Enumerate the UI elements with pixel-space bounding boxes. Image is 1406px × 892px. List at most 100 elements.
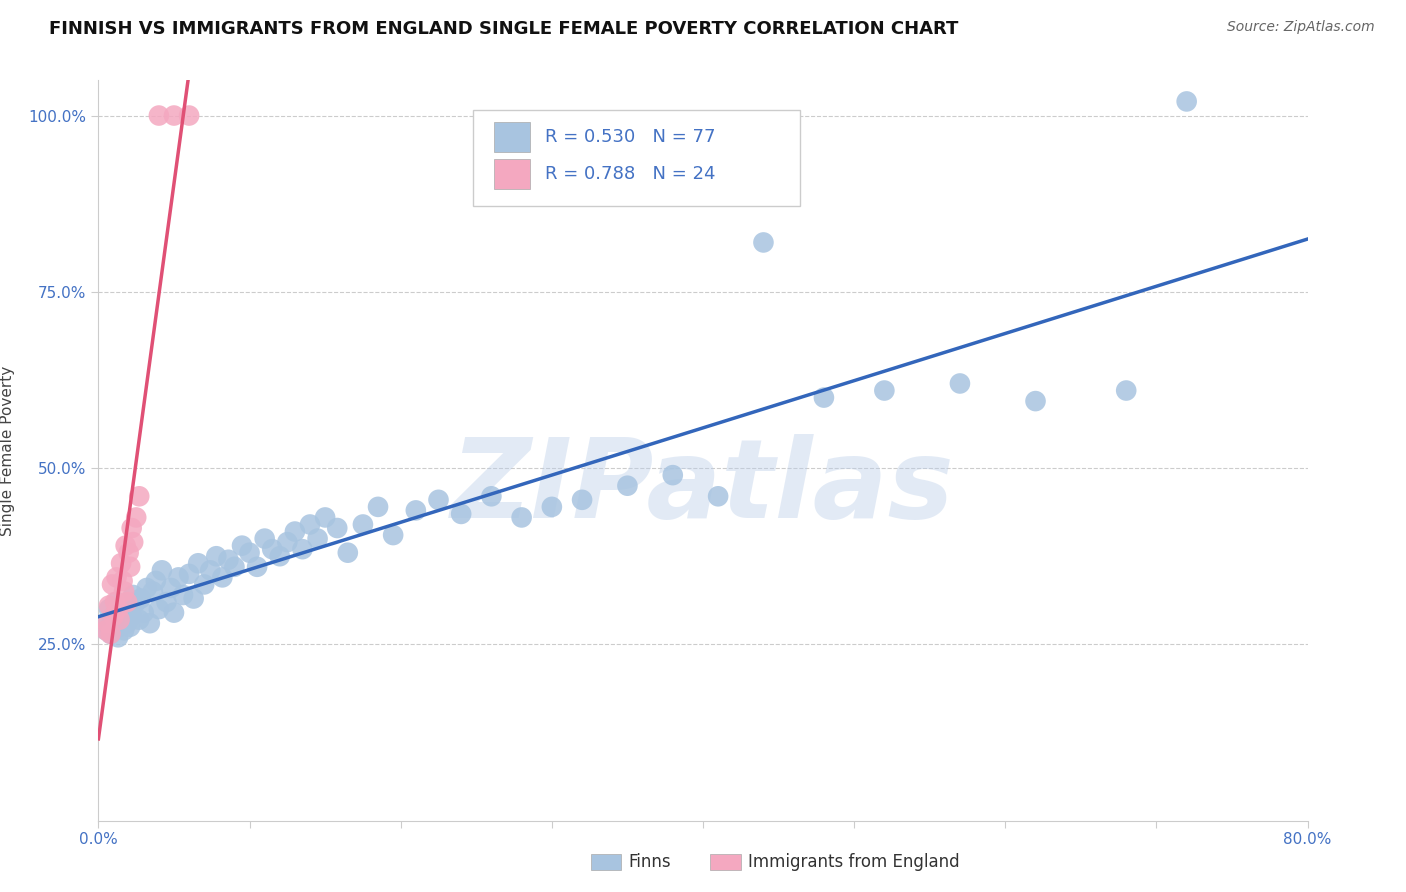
Point	[179, 109, 201, 123]
Point	[307, 532, 329, 546]
Point	[405, 503, 427, 517]
Point	[101, 613, 124, 627]
Point	[217, 553, 239, 567]
FancyBboxPatch shape	[474, 110, 800, 206]
Point	[1175, 95, 1198, 109]
Point	[114, 539, 136, 553]
Point	[183, 591, 205, 606]
Point	[291, 542, 314, 557]
Point	[510, 510, 533, 524]
Point	[276, 535, 298, 549]
Point	[571, 492, 593, 507]
Point	[120, 559, 142, 574]
Point	[187, 556, 209, 570]
Point	[110, 606, 132, 620]
Point	[148, 602, 170, 616]
Point	[148, 109, 170, 123]
Point	[707, 489, 730, 503]
Point	[94, 624, 117, 638]
Point	[128, 489, 150, 503]
Point	[193, 577, 215, 591]
Text: Immigrants from England: Immigrants from England	[748, 853, 960, 871]
Point	[167, 570, 190, 584]
Point	[314, 510, 336, 524]
Point	[813, 391, 835, 405]
Point	[101, 577, 124, 591]
Point	[112, 624, 135, 638]
Point	[122, 535, 145, 549]
Point	[224, 559, 246, 574]
Text: Finns: Finns	[628, 853, 671, 871]
Point	[120, 620, 142, 634]
Point	[100, 627, 122, 641]
Point	[336, 546, 359, 560]
Point	[132, 606, 155, 620]
Point	[163, 109, 186, 123]
Y-axis label: Single Female Poverty: Single Female Poverty	[0, 366, 14, 535]
Point	[367, 500, 389, 514]
Point	[427, 492, 450, 507]
Point	[104, 609, 127, 624]
Point	[172, 588, 194, 602]
Point	[326, 521, 349, 535]
Point	[108, 613, 131, 627]
Point	[103, 609, 125, 624]
Text: FINNISH VS IMMIGRANTS FROM ENGLAND SINGLE FEMALE POVERTY CORRELATION CHART: FINNISH VS IMMIGRANTS FROM ENGLAND SINGL…	[49, 20, 959, 37]
Point	[163, 606, 186, 620]
Point	[540, 500, 562, 514]
Text: R = 0.788   N = 24: R = 0.788 N = 24	[544, 165, 716, 183]
Text: Source: ZipAtlas.com: Source: ZipAtlas.com	[1227, 20, 1375, 34]
Point	[112, 584, 135, 599]
Point	[262, 542, 284, 557]
Point	[382, 528, 405, 542]
Point	[115, 616, 138, 631]
Point	[284, 524, 307, 539]
Point	[110, 556, 132, 570]
Point	[239, 546, 262, 560]
Point	[118, 546, 141, 560]
Point	[115, 595, 138, 609]
Point	[100, 627, 122, 641]
Point	[179, 566, 201, 581]
Point	[155, 595, 177, 609]
Point	[125, 595, 148, 609]
Point	[111, 613, 134, 627]
FancyBboxPatch shape	[494, 122, 530, 153]
Point	[111, 574, 134, 588]
Point	[616, 479, 638, 493]
Point	[121, 609, 143, 624]
Point	[105, 595, 128, 609]
Point	[114, 602, 136, 616]
Point	[129, 591, 152, 606]
Point	[98, 602, 121, 616]
Point	[121, 521, 143, 535]
Point	[142, 584, 165, 599]
Point	[481, 489, 503, 503]
Point	[352, 517, 374, 532]
Point	[122, 588, 145, 602]
Point	[1115, 384, 1137, 398]
Point	[128, 613, 150, 627]
Point	[160, 581, 183, 595]
Point	[96, 616, 118, 631]
Point	[450, 507, 472, 521]
Point	[135, 581, 157, 595]
Point	[873, 384, 896, 398]
Point	[246, 559, 269, 574]
Point	[661, 468, 683, 483]
Point	[269, 549, 291, 564]
Point	[104, 595, 127, 609]
Point	[118, 599, 141, 613]
Point	[200, 563, 222, 577]
Point	[949, 376, 972, 391]
Point	[205, 549, 228, 564]
Point	[150, 563, 173, 577]
Text: R = 0.530   N = 77: R = 0.530 N = 77	[544, 128, 716, 146]
Point	[1024, 394, 1046, 409]
Point	[299, 517, 322, 532]
Point	[94, 624, 117, 638]
Point	[105, 570, 128, 584]
Point	[98, 599, 121, 613]
Point	[125, 510, 148, 524]
Point	[231, 539, 253, 553]
